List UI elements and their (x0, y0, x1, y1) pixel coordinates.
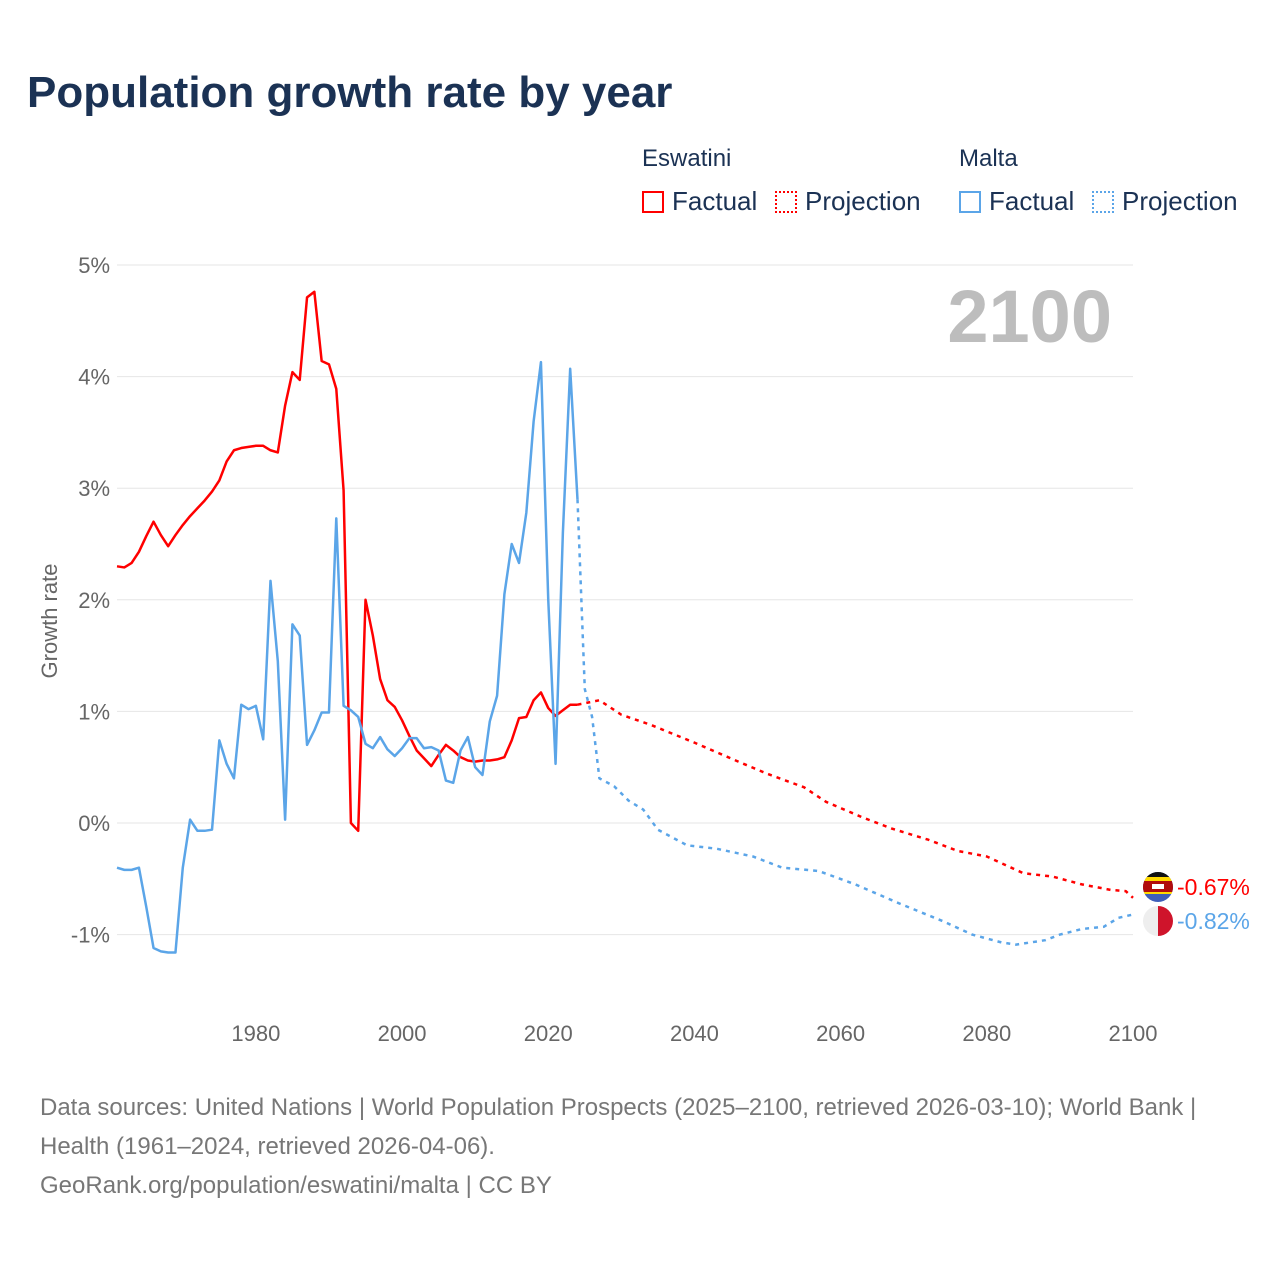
end-label-eswatini: -0.67% (1177, 874, 1250, 900)
end-label-malta: -0.82% (1177, 908, 1250, 934)
flag-malta-icon (1143, 906, 1173, 936)
legend-label: Projection (1122, 186, 1238, 216)
x-tick-label: 1980 (231, 1021, 280, 1046)
legend-swatch (1092, 190, 1114, 213)
legend-group-malta: Malta (959, 145, 1018, 172)
legend-malta-projection[interactable]: Projection (1092, 186, 1238, 217)
x-tick-label: 2020 (524, 1021, 573, 1046)
legend-malta-factual[interactable]: Factual (959, 186, 1074, 217)
series-malta-projection (576, 499, 1134, 946)
y-tick-label: 5% (78, 253, 110, 278)
legend-eswatini-factual[interactable]: Factual (642, 186, 757, 217)
legend-eswatini-projection[interactable]: Projection (775, 186, 921, 217)
y-tick-label: -1% (71, 923, 110, 948)
x-tick-label: 2040 (670, 1021, 719, 1046)
y-tick-label: 0% (78, 811, 110, 836)
x-tick-label: 2100 (1109, 1021, 1158, 1046)
series-malta-factual (116, 360, 579, 954)
legend-group-eswatini: Eswatini (642, 145, 732, 172)
legend-swatch (642, 190, 664, 213)
footer: Data sources: United Nations | World Pop… (40, 1088, 1240, 1205)
year-marker: 2100 (947, 275, 1112, 358)
flag-eswatini-icon (1143, 872, 1173, 902)
credit-link[interactable]: GeoRank.org/population/eswatini/malta | … (40, 1172, 552, 1199)
chart-title: Population growth rate by year (27, 68, 673, 117)
data-sources: Data sources: United Nations | World Pop… (40, 1094, 1197, 1160)
y-tick-label: 2% (78, 588, 110, 613)
legend-swatch (775, 190, 797, 213)
legend-swatch (959, 190, 981, 213)
legend-label: Projection (805, 186, 921, 216)
series-eswatini-projection (577, 698, 1134, 899)
x-tick-label: 2080 (962, 1021, 1011, 1046)
series-eswatini-factual (116, 290, 578, 833)
y-tick-label: 1% (78, 699, 110, 724)
y-tick-label: 4% (78, 365, 110, 390)
x-tick-label: 2060 (816, 1021, 865, 1046)
legend-label: Factual (989, 186, 1075, 216)
y-tick-label: 3% (78, 476, 110, 501)
legend-label: Factual (672, 186, 758, 216)
x-tick-label: 2000 (378, 1021, 427, 1046)
